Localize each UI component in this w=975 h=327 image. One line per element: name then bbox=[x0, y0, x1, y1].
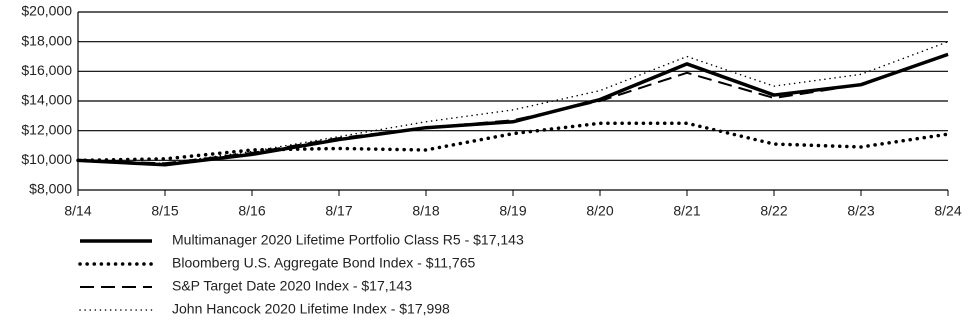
series-line bbox=[77, 53, 949, 165]
x-tick-label: 8/19 bbox=[499, 203, 526, 219]
series-line bbox=[77, 40, 949, 165]
y-tick-label: $8,000 bbox=[29, 181, 72, 197]
legend-label: Multimanager 2020 Lifetime Portfolio Cla… bbox=[172, 232, 524, 248]
y-tick-label: $20,000 bbox=[21, 3, 72, 19]
x-tick-label: 8/17 bbox=[325, 203, 352, 219]
x-tick-label: 8/24 bbox=[934, 203, 961, 219]
series-line bbox=[76, 121, 950, 163]
x-tick-label: 8/21 bbox=[673, 203, 700, 219]
x-tick-label: 8/16 bbox=[238, 203, 265, 219]
y-tick-label: $16,000 bbox=[21, 62, 72, 78]
x-tick-label: 8/15 bbox=[151, 203, 178, 219]
x-tick-label: 8/23 bbox=[847, 203, 874, 219]
x-tick-label: 8/18 bbox=[412, 203, 439, 219]
y-tick-label: $14,000 bbox=[21, 92, 72, 108]
x-tick-label: 8/22 bbox=[760, 203, 787, 219]
y-tick-label: $10,000 bbox=[21, 151, 72, 167]
legend-label: S&P Target Date 2020 Index - $17,143 bbox=[172, 278, 412, 294]
legend-label: Bloomberg U.S. Aggregate Bond Index - $1… bbox=[172, 255, 475, 271]
x-tick-label: 8/14 bbox=[64, 203, 91, 219]
legend-label: John Hancock 2020 Lifetime Index - $17,9… bbox=[172, 301, 450, 317]
x-tick-label: 8/20 bbox=[586, 203, 613, 219]
y-tick-label: $12,000 bbox=[21, 121, 72, 137]
y-tick-label: $18,000 bbox=[21, 32, 72, 48]
series-line bbox=[77, 52, 949, 167]
